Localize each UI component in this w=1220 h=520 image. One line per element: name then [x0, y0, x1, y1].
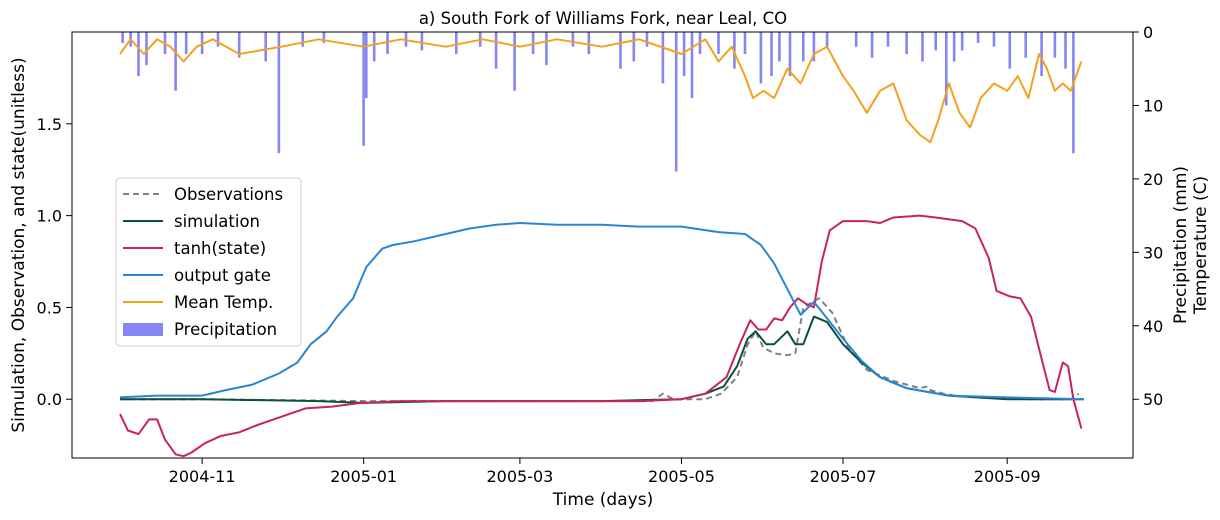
precipitation-bar	[788, 32, 792, 77]
precipitation-bar	[386, 32, 389, 54]
y-axis-left-title: Simulation, Observation, and state(unitl…	[9, 57, 29, 432]
x-tick-label: 2005-09	[974, 467, 1041, 486]
precipitation-bars	[121, 32, 1075, 172]
precipitation-bar	[682, 32, 686, 77]
series-line-3	[119, 222, 1085, 401]
precipitation-bar	[645, 32, 649, 47]
precipitation-bar	[674, 32, 678, 172]
precipitation-bar	[812, 32, 816, 62]
x-tick-label: 2005-07	[810, 467, 877, 486]
precipitation-bar	[301, 32, 304, 47]
precipitation-bar	[886, 32, 890, 47]
precipitation-bar	[945, 32, 948, 106]
precipitation-bar	[420, 32, 424, 51]
y-left-tick-label: 1.0	[37, 207, 62, 226]
precipitation-bar	[1008, 32, 1012, 69]
legend-label: tanh(state)	[174, 239, 266, 258]
precipitation-bar	[365, 32, 368, 99]
precipitation-bar	[870, 32, 874, 58]
y-right-tick-label: 50	[1143, 390, 1163, 409]
precipitation-bar	[770, 32, 773, 77]
precipitation-bar	[992, 32, 996, 47]
precipitation-bar	[778, 32, 781, 62]
precipitation-bar	[571, 32, 575, 47]
precipitation-bar	[976, 32, 980, 43]
precipitation-bar	[145, 32, 148, 66]
x-tick-label: 2005-03	[486, 467, 553, 486]
x-axis-ticks: 2004-11 2005-01 2005-03 2005-05 2005-07 2005-…	[169, 458, 1041, 486]
precipitation-bar	[632, 32, 636, 62]
precipitation-bar	[545, 32, 548, 66]
precipitation-bar	[1024, 32, 1027, 58]
legend-swatch	[123, 323, 163, 336]
y-right-tick-label: 20	[1143, 170, 1163, 189]
precipitation-bar	[905, 32, 908, 54]
y-axis-right-title-temp: Temperature (C)	[1191, 176, 1211, 315]
x-tick-label: 2004-11	[169, 467, 236, 486]
precipitation-bar	[1072, 32, 1075, 154]
y-right-tick-label: 10	[1143, 96, 1163, 115]
legend-label: Precipitation	[174, 320, 277, 339]
series-lines	[119, 38, 1085, 458]
precipitation-bar	[455, 32, 458, 54]
precipitation-bar	[1053, 32, 1057, 58]
precipitation-bar	[802, 32, 805, 62]
precipitation-bar	[277, 32, 281, 154]
y-axis-right-title-precip: Precipitation (mm)	[1171, 166, 1191, 324]
series-line-2	[119, 214, 1083, 458]
y-left-tick-label: 0.0	[37, 390, 62, 409]
precipitation-bar	[854, 32, 858, 47]
precipitation-bar	[960, 32, 964, 51]
precipitation-bar	[174, 32, 177, 91]
precipitation-bar	[952, 32, 956, 62]
precipitation-bar	[934, 32, 937, 51]
y-right-tick-label: 0	[1143, 23, 1153, 42]
precipitation-bar	[372, 32, 376, 62]
y-axis-right-ticks: 0 10 20 30 40 50	[1133, 23, 1163, 409]
precipitation-bar	[322, 32, 326, 43]
precipitation-bar	[264, 32, 267, 62]
y-left-tick-label: 0.5	[37, 298, 62, 317]
x-tick-label: 2005-05	[648, 467, 715, 486]
x-axis-title: Time (days)	[552, 490, 653, 510]
legend-label: Observations	[174, 185, 283, 204]
chart-title: a) South Fork of Williams Fork, near Lea…	[419, 9, 787, 28]
precipitation-bar	[121, 32, 124, 43]
y-right-tick-label: 30	[1143, 243, 1163, 262]
legend: Observations simulation tanh(state) output …	[115, 177, 302, 347]
plot-frame	[71, 31, 1134, 459]
precipitation-bar	[531, 32, 535, 54]
precipitation-bar	[1064, 32, 1067, 69]
precipitation-bar	[690, 32, 694, 99]
legend-label: simulation	[174, 212, 260, 231]
y-left-tick-label: 1.5	[37, 115, 62, 134]
precipitation-bar	[362, 32, 365, 146]
series-line-4	[119, 38, 1083, 144]
x-tick-label: 2005-01	[330, 467, 397, 486]
precipitation-bar	[825, 32, 829, 47]
precipitation-bar	[619, 32, 622, 69]
precipitation-bar	[200, 32, 204, 54]
y-right-tick-label: 40	[1143, 317, 1163, 336]
precipitation-bar	[237, 32, 241, 58]
precipitation-bar	[216, 32, 220, 47]
precipitation-bar	[184, 32, 188, 54]
precipitation-bar	[921, 32, 924, 62]
precipitation-bar	[661, 32, 665, 84]
legend-label: output gate	[174, 266, 271, 285]
precipitation-bar	[137, 32, 140, 77]
precipitation-bar	[494, 32, 498, 69]
precipitation-bar	[759, 32, 763, 84]
precipitation-bar	[587, 32, 591, 54]
precipitation-bar	[743, 32, 747, 54]
precipitation-bar	[717, 32, 720, 54]
legend-label: Mean Temp.	[174, 293, 273, 312]
y-axis-left-ticks: 0.0 0.5 1.0 1.5	[37, 115, 72, 409]
precipitation-bar	[513, 32, 516, 91]
precipitation-bar	[1040, 32, 1043, 77]
